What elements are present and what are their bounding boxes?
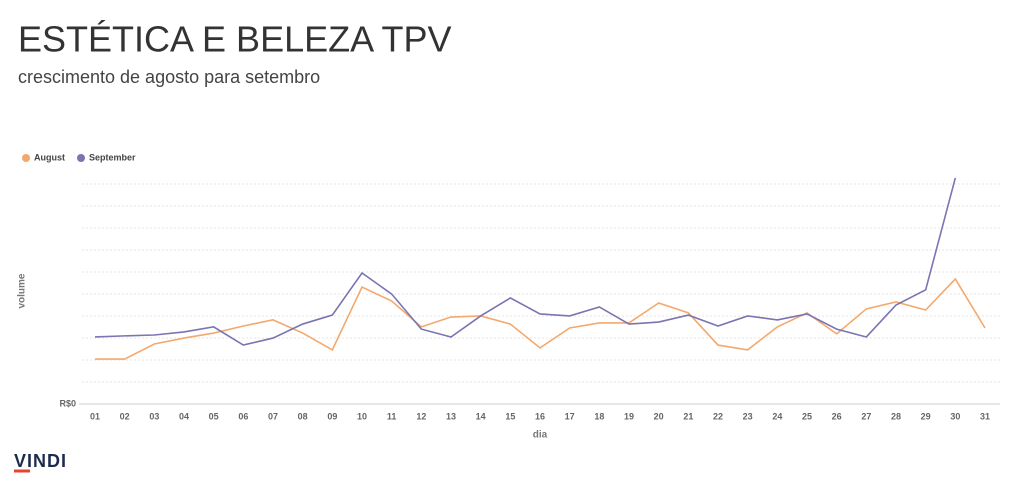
x-tick-label: 08	[298, 411, 308, 421]
chart-title: ESTÉTICA E BELEZA TPV	[18, 19, 452, 60]
series-line	[95, 277, 986, 360]
y-axis-label: volume	[17, 273, 28, 308]
x-tick-label: 12	[416, 411, 426, 421]
x-tick-label: 19	[624, 411, 634, 421]
x-tick-label: 11	[387, 411, 397, 421]
x-tick-label: 30	[950, 411, 960, 421]
legend-swatch	[77, 154, 85, 162]
x-axis-label: dia	[533, 430, 548, 441]
legend-label: August	[34, 152, 65, 162]
x-tick-label: 02	[120, 411, 130, 421]
x-tick-label: 28	[891, 411, 901, 421]
x-tick-label: 14	[476, 411, 486, 421]
x-tick-label: 22	[713, 411, 723, 421]
x-tick-label: 29	[921, 411, 931, 421]
x-tick-label: 20	[654, 411, 664, 421]
x-tick-label: 13	[446, 411, 456, 421]
x-tick-label: 17	[565, 411, 575, 421]
x-tick-label: 31	[980, 411, 990, 421]
x-tick-label: 09	[327, 411, 337, 421]
series-line	[94, 177, 957, 346]
x-tick-label: 27	[861, 411, 871, 421]
x-tick-label: 16	[535, 411, 545, 421]
legend-label: September	[89, 152, 136, 162]
x-tick-label: 23	[743, 411, 753, 421]
x-tick-label: 24	[772, 411, 782, 421]
legend-swatch	[22, 154, 30, 162]
x-tick-label: 21	[683, 411, 693, 421]
x-tick-label: 01	[90, 411, 100, 421]
y-tick-label: R$0	[59, 398, 76, 408]
x-tick-label: 18	[594, 411, 604, 421]
brand-logo: VINDI	[14, 451, 67, 471]
x-tick-label: 04	[179, 411, 189, 421]
x-tick-label: 26	[832, 411, 842, 421]
x-tick-label: 05	[209, 411, 219, 421]
x-tick-label: 10	[357, 411, 367, 421]
x-tick-label: 25	[802, 411, 812, 421]
x-tick-label: 06	[238, 411, 248, 421]
chart-subtitle: crescimento de agosto para setembro	[18, 67, 320, 87]
x-tick-label: 15	[505, 411, 515, 421]
x-tick-label: 03	[149, 411, 159, 421]
x-tick-label: 07	[268, 411, 278, 421]
